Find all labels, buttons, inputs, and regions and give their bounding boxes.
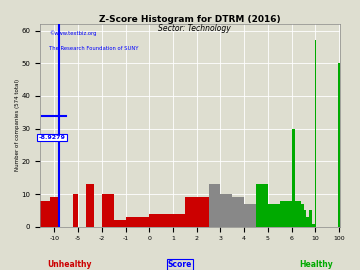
Text: Healthy: Healthy: [300, 260, 333, 269]
Bar: [149, 214, 161, 227]
Title: Z-Score Histogram for DTRM (2016): Z-Score Histogram for DTRM (2016): [99, 15, 281, 24]
Bar: [114, 220, 126, 227]
Bar: [232, 197, 244, 227]
Text: -8.9279: -8.9279: [39, 135, 66, 140]
Text: Sector: Technology: Sector: Technology: [158, 24, 231, 33]
Bar: [338, 63, 341, 227]
Bar: [315, 40, 316, 227]
Bar: [208, 184, 220, 227]
Bar: [161, 214, 173, 227]
Y-axis label: Number of companies (574 total): Number of companies (574 total): [15, 79, 20, 171]
Bar: [220, 194, 232, 227]
Text: Unhealthy: Unhealthy: [47, 260, 92, 269]
Bar: [73, 194, 78, 227]
Bar: [292, 129, 294, 227]
Bar: [301, 204, 303, 227]
Bar: [185, 197, 197, 227]
Bar: [244, 204, 256, 227]
Bar: [50, 197, 54, 227]
Bar: [256, 184, 268, 227]
Bar: [173, 214, 185, 227]
Bar: [294, 201, 298, 227]
Bar: [306, 217, 310, 227]
Bar: [310, 210, 312, 227]
Bar: [312, 224, 315, 227]
Text: ©www.textbiz.org: ©www.textbiz.org: [49, 30, 96, 36]
Bar: [126, 217, 138, 227]
Text: The Research Foundation of SUNY: The Research Foundation of SUNY: [49, 46, 139, 51]
Bar: [268, 204, 280, 227]
Bar: [280, 201, 292, 227]
Bar: [197, 197, 208, 227]
Bar: [138, 217, 149, 227]
Text: Score: Score: [168, 260, 192, 269]
Bar: [86, 184, 94, 227]
Bar: [303, 210, 306, 227]
Bar: [40, 201, 50, 227]
Bar: [102, 194, 114, 227]
Bar: [298, 201, 301, 227]
Bar: [54, 197, 59, 227]
